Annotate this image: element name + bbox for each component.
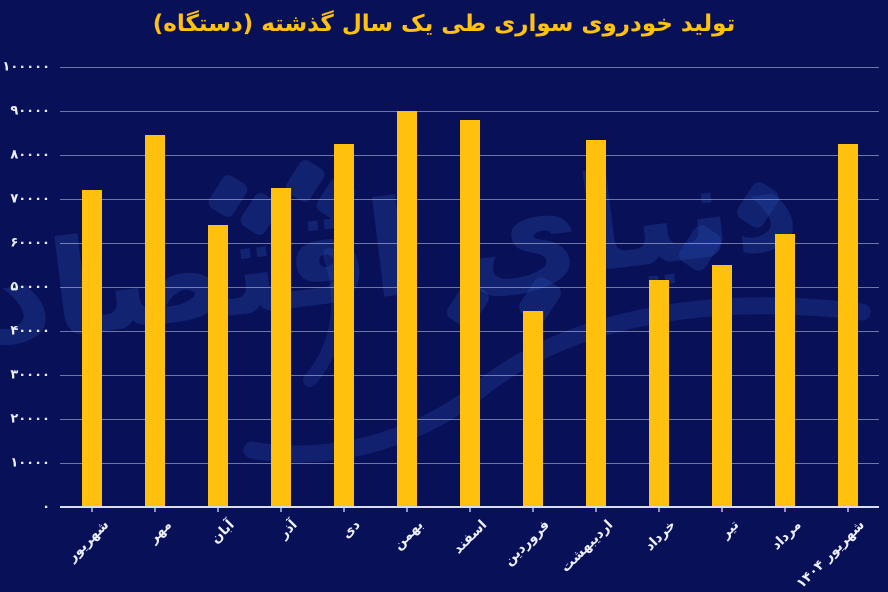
x-tick-mark [405, 508, 408, 512]
x-tick-label: شهریور [63, 517, 112, 566]
x-tick-label: مرداد [768, 517, 805, 554]
y-tick-label: ۵۰۰۰۰ [10, 279, 50, 295]
x-axis-line [60, 506, 879, 508]
x-tick-mark [657, 508, 660, 512]
bar [711, 265, 732, 507]
x-tick-label: فروردین [500, 517, 553, 570]
x-tick-label: آبان [207, 517, 238, 547]
gridline [60, 67, 879, 68]
y-tick-label: ۰ [42, 499, 50, 515]
chart-title: تولید خودروی سواری طی یک سال گذشته (دستگ… [152, 11, 736, 37]
x-tick-label: بهمن [390, 517, 427, 554]
x-tick-mark [279, 508, 282, 512]
bar [648, 280, 669, 507]
x-tick-label: مهر [145, 517, 175, 547]
x-tick-mark [342, 508, 345, 512]
y-tick-label: ۶۰۰۰۰ [10, 235, 50, 251]
x-tick-mark [783, 508, 786, 512]
x-tick-label: آذر [275, 517, 301, 542]
x-tick-label: اردیبهشت [557, 517, 616, 576]
y-tick-label: ۸۰۰۰۰ [10, 147, 50, 163]
gridline [60, 111, 879, 112]
x-tick-mark [846, 508, 849, 512]
bar [522, 311, 543, 507]
bar [459, 119, 480, 507]
x-tick-mark [468, 508, 471, 512]
y-tick-label: ۱۰۰۰۰ [10, 455, 50, 471]
bar [837, 144, 858, 507]
y-tick-label: ۴۰۰۰۰ [10, 323, 50, 339]
y-tick-label: ۲۰۰۰۰ [10, 411, 50, 427]
x-tick-mark [594, 508, 597, 512]
x-tick-label: تیر [717, 517, 742, 542]
y-tick-label: ۳۰۰۰۰ [10, 367, 50, 383]
bar [207, 225, 228, 507]
y-tick-label: ۷۰۰۰۰ [10, 191, 50, 207]
bar [774, 234, 795, 507]
bar [144, 135, 165, 507]
x-tick-mark [720, 508, 723, 512]
y-tick-label: ۱۰۰۰۰۰ [2, 59, 50, 75]
bar [333, 144, 354, 507]
x-tick-label: اسفند [449, 517, 490, 558]
x-tick-mark [531, 508, 534, 512]
bar [81, 190, 102, 507]
x-tick-mark [216, 508, 219, 512]
x-tick-mark [90, 508, 93, 512]
bar [585, 139, 606, 507]
bar [396, 111, 417, 507]
bar [270, 188, 291, 507]
x-tick-label: دی [338, 517, 364, 542]
y-tick-label: ۹۰۰۰۰ [10, 103, 50, 119]
x-tick-label: خرداد [641, 517, 679, 555]
x-tick-mark [153, 508, 156, 512]
